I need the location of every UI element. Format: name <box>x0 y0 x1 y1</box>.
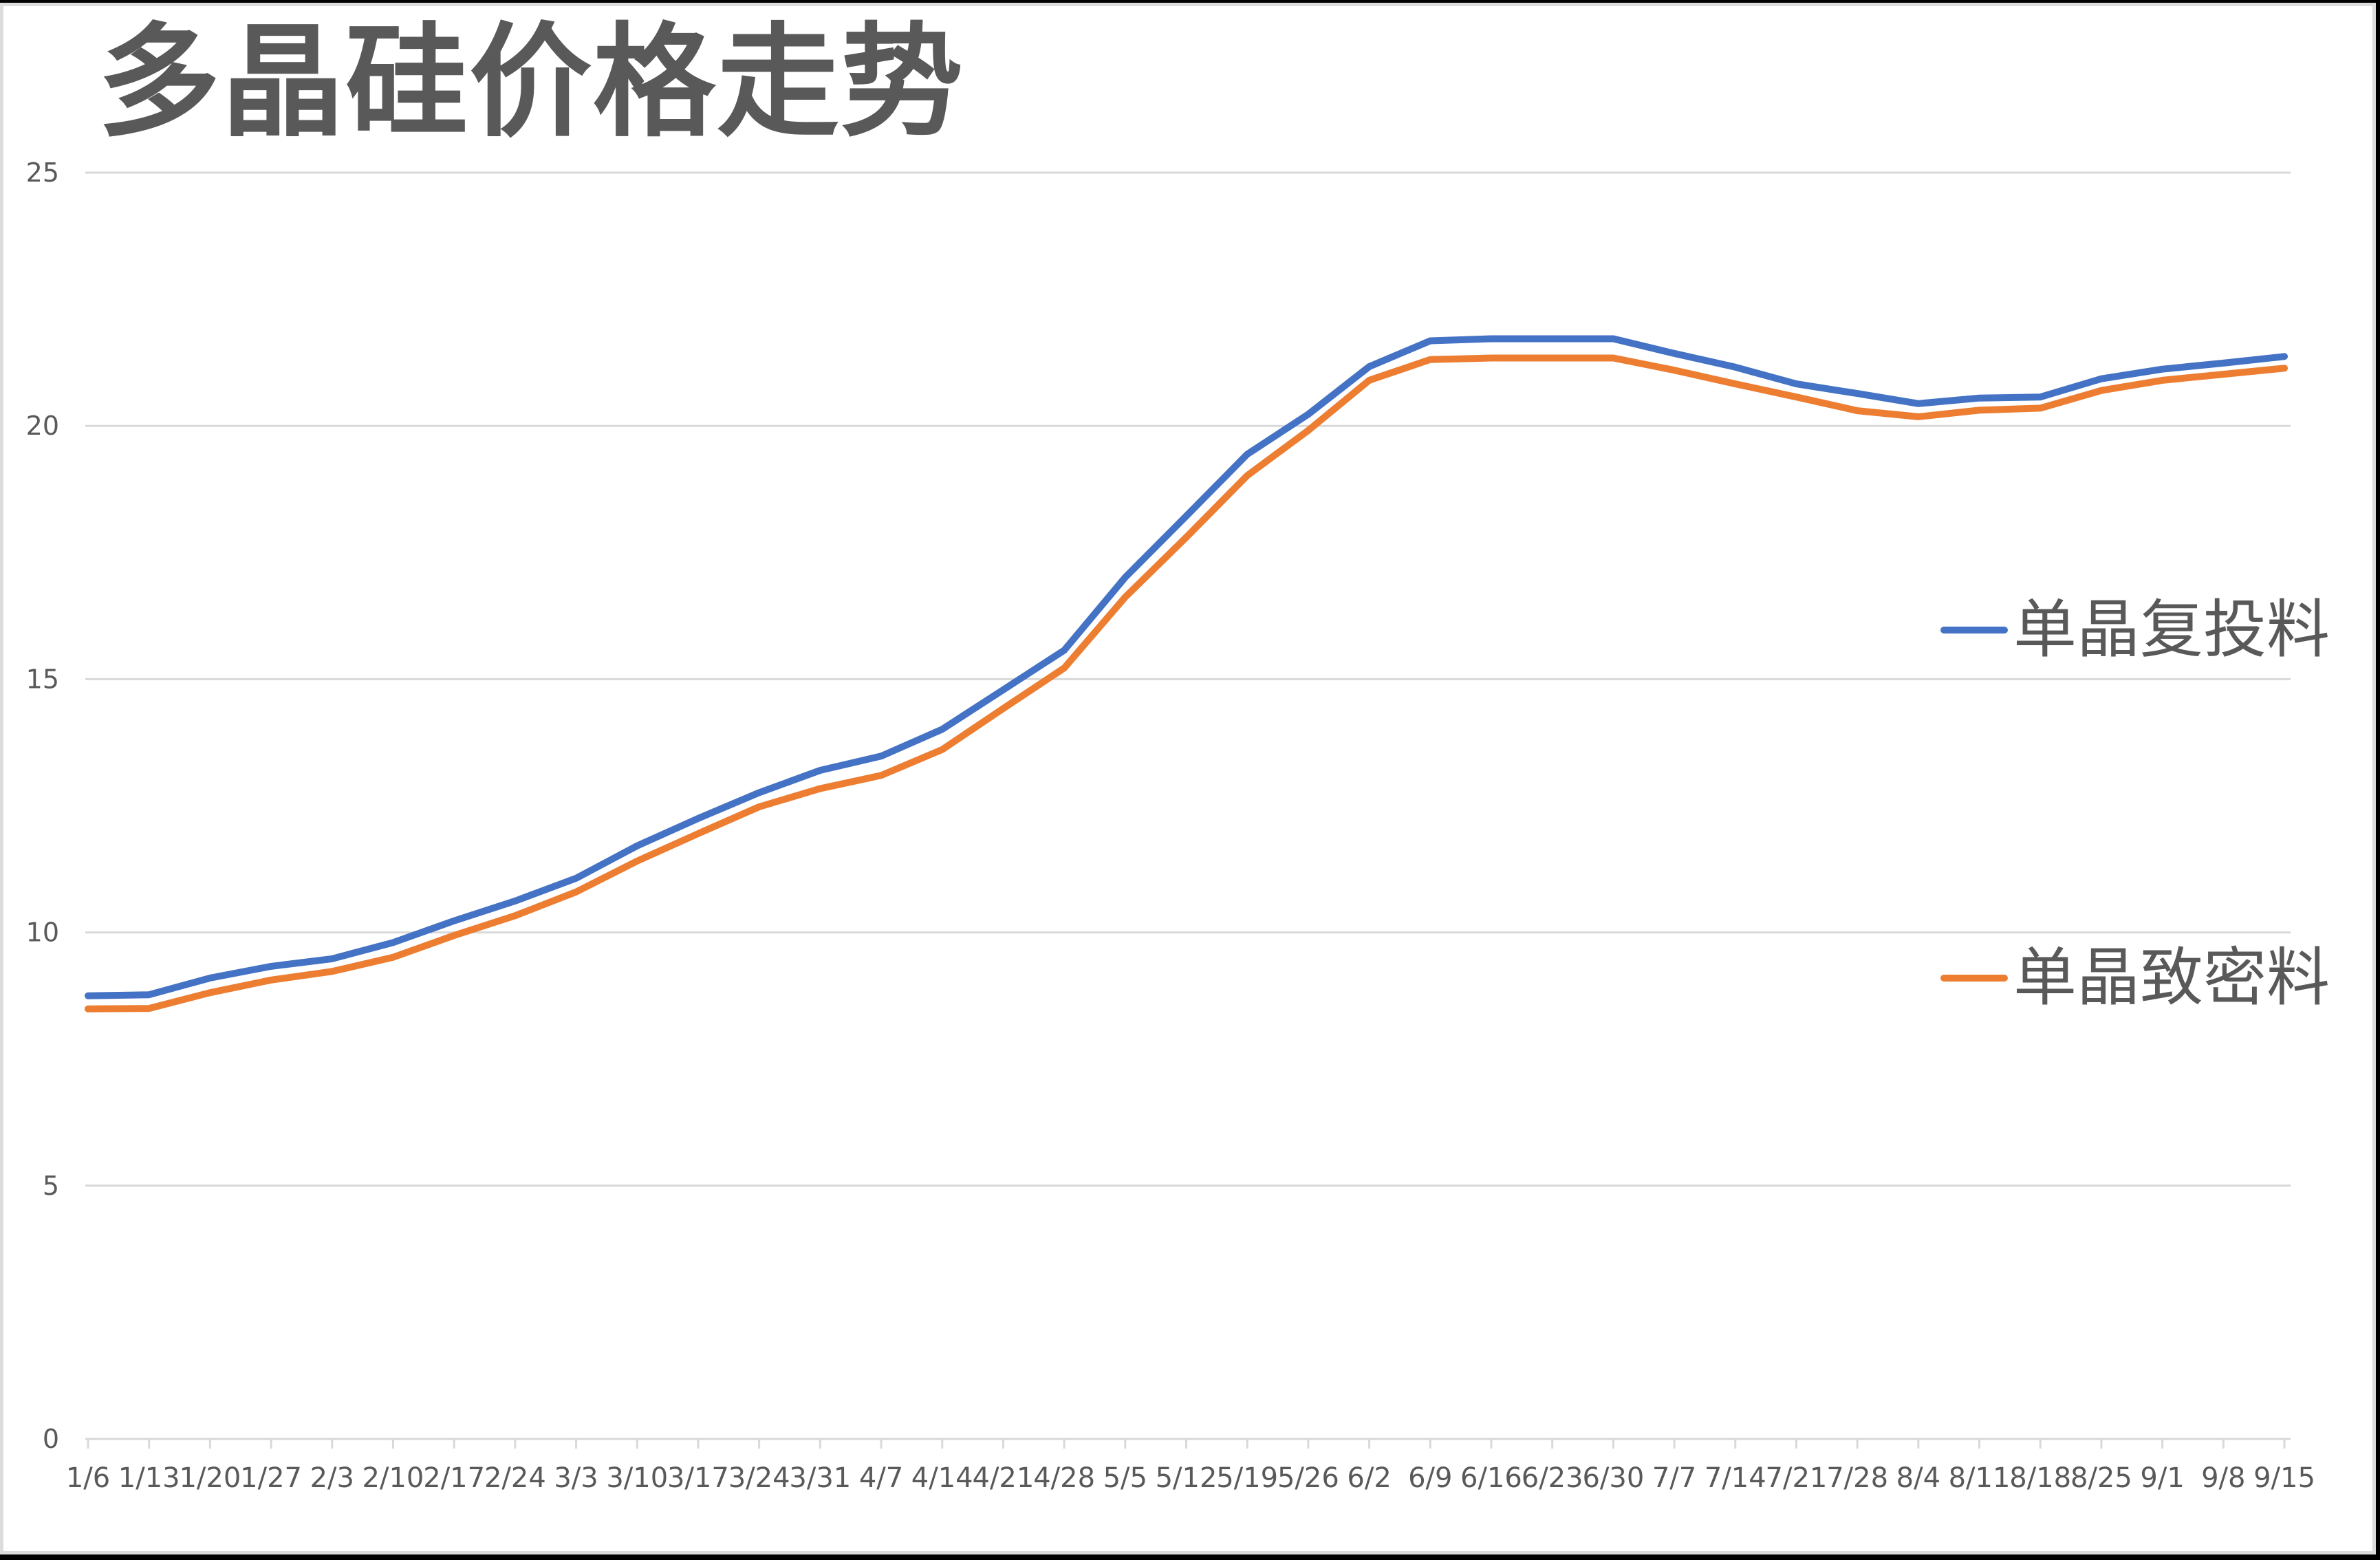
x-tick-label: 5/5 <box>1103 1462 1147 1494</box>
x-tick-label: 3/3 <box>554 1462 598 1494</box>
line-swatch-icon <box>1940 975 2008 982</box>
x-tick-label: 9/8 <box>2201 1462 2245 1494</box>
y-tick-label: 25 <box>26 158 59 188</box>
x-tick-label: 7/14 <box>1705 1462 1766 1494</box>
x-tick-label: 8/18 <box>2009 1462 2071 1494</box>
x-tick-label: 6/2 <box>1347 1462 1391 1494</box>
x-tick-label: 1/13 <box>118 1462 180 1494</box>
series-line-1[interactable] <box>85 335 2288 999</box>
legend-label: 单晶致密料 <box>2013 941 2330 1015</box>
x-tick-label: 6/16 <box>1460 1462 1522 1494</box>
legend-label: 单晶复投料 <box>2013 593 2330 667</box>
x-tick-label: 8/4 <box>1896 1462 1940 1494</box>
legend-item-series-1[interactable]: 单晶复投料 <box>1940 598 2330 662</box>
x-tick-label: 3/31 <box>789 1462 851 1494</box>
x-tick-label: 6/9 <box>1408 1462 1452 1494</box>
x-axis: 1/6 1/131/201/27 2/3 2/102/172/24 3/3 3/103/1… <box>66 1439 2315 1494</box>
x-tick-label: 4/14 <box>911 1462 973 1494</box>
x-tick-label: 7/7 <box>1652 1462 1696 1494</box>
y-tick-label: 15 <box>26 664 59 694</box>
x-tick-label: 5/19 <box>1216 1462 1278 1494</box>
x-tick-label: 5/26 <box>1277 1462 1339 1494</box>
x-tick-label: 2/17 <box>423 1462 485 1494</box>
x-tick-label: 7/28 <box>1826 1462 1888 1494</box>
x-tick-label: 3/10 <box>606 1462 668 1494</box>
x-tick-label: 4/7 <box>859 1462 903 1494</box>
x-tick-label: 4/21 <box>973 1462 1035 1494</box>
chart-title: 多晶硅价格走势 <box>98 11 964 153</box>
x-tick-label: 2/10 <box>363 1462 424 1494</box>
x-tick-label: 8/11 <box>1949 1462 2011 1494</box>
x-tick-label: 7/21 <box>1766 1462 1828 1494</box>
x-tick-label: 9/15 <box>2253 1462 2315 1494</box>
y-axis: 0 5 10 15 20 25 <box>26 158 59 1454</box>
x-tick-label: 9/1 <box>2140 1462 2184 1494</box>
line-swatch-icon <box>1940 627 2008 633</box>
x-tick-label: 1/20 <box>179 1462 241 1494</box>
y-tick-label: 5 <box>43 1171 59 1201</box>
y-tick-label: 20 <box>26 411 59 441</box>
x-tick-label: 6/30 <box>1582 1462 1644 1494</box>
x-tick-label: 8/25 <box>2070 1462 2132 1494</box>
x-tick-label: 3/24 <box>728 1462 790 1494</box>
x-tick-label: 3/17 <box>667 1462 729 1494</box>
series-line-2[interactable] <box>85 354 2288 1012</box>
y-tick-label: 10 <box>26 918 59 948</box>
x-tick-label: 1/27 <box>240 1462 302 1494</box>
x-tick-label: 5/12 <box>1156 1462 1218 1494</box>
x-tick-label: 2/3 <box>310 1462 354 1494</box>
y-tick-label: 0 <box>43 1424 59 1454</box>
x-tick-label: 4/28 <box>1033 1462 1095 1494</box>
x-tick-label: 6/23 <box>1522 1462 1583 1494</box>
legend-item-series-2[interactable]: 单晶致密料 <box>1940 946 2330 1010</box>
gridlines <box>85 171 2291 1440</box>
chart-area <box>0 3 2376 1554</box>
x-tick-label: 2/24 <box>484 1462 546 1494</box>
x-tick-label: 1/6 <box>66 1462 110 1494</box>
series-lines <box>85 335 2288 1012</box>
